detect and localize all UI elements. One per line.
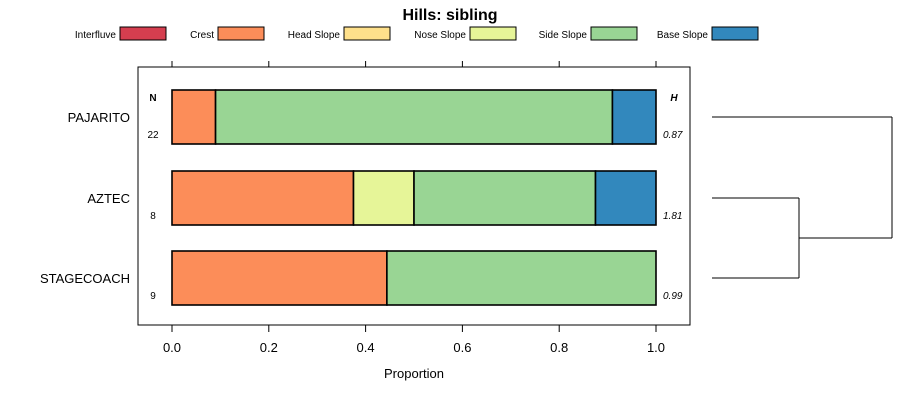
plot-frame bbox=[137, 66, 691, 326]
n-column-header: N bbox=[149, 93, 156, 104]
n-value-pajarito: 22 bbox=[147, 130, 159, 141]
bar-segment-stagecoach-side-slope bbox=[386, 250, 657, 306]
bar-segment-stagecoach-crest bbox=[171, 250, 388, 306]
legend: Interfluve Crest Head Slope Nose Slope Side … bbox=[75, 26, 759, 41]
legend-swatch-head-slope bbox=[343, 26, 391, 41]
x-axis: 0.0 0.2 0.4 0.6 0.8 1.0 bbox=[163, 325, 665, 355]
bar-segment-aztec-crest bbox=[171, 170, 355, 226]
bar-segment-pajarito-crest bbox=[171, 89, 217, 145]
x-axis-label: Proportion bbox=[384, 366, 444, 381]
bar-segment-aztec-base-slope bbox=[594, 170, 657, 226]
bar-segment-aztec-nose-slope bbox=[352, 170, 415, 226]
chart-title: Hills: sibling bbox=[402, 7, 497, 24]
h-value-pajarito: 0.87 bbox=[663, 130, 683, 141]
h-value-aztec: 1.81 bbox=[663, 211, 682, 222]
dendrogram bbox=[712, 116, 893, 279]
bar-segment-aztec-side-slope bbox=[413, 170, 597, 226]
legend-label-nose-slope: Nose Slope bbox=[414, 30, 466, 41]
legend-label-interfluve: Interfluve bbox=[75, 30, 117, 41]
n-value-stagecoach: 9 bbox=[150, 291, 156, 302]
bars bbox=[171, 89, 657, 306]
bar-segment-pajarito-side-slope bbox=[214, 89, 614, 145]
category-label-stagecoach: STAGECOACH bbox=[40, 271, 130, 286]
x-tick-label: 0.2 bbox=[260, 340, 278, 355]
legend-swatch-base-slope bbox=[711, 26, 759, 41]
h-value-stagecoach: 0.99 bbox=[663, 291, 683, 302]
bar-segment-pajarito-base-slope bbox=[611, 89, 657, 145]
legend-swatch-nose-slope bbox=[469, 26, 517, 41]
h-values: 0.87 1.81 0.99 bbox=[663, 130, 683, 302]
legend-swatch-interfluve bbox=[119, 26, 167, 41]
legend-label-head-slope: Head Slope bbox=[288, 30, 341, 41]
category-label-aztec: AZTEC bbox=[87, 191, 130, 206]
n-value-aztec: 8 bbox=[150, 211, 156, 222]
x-tick-label: 0.4 bbox=[357, 340, 375, 355]
h-column-header: H bbox=[670, 93, 678, 104]
legend-label-crest: Crest bbox=[190, 30, 214, 41]
legend-swatch-crest bbox=[217, 26, 265, 41]
category-label-pajarito: PAJARITO bbox=[68, 110, 130, 125]
x-tick-label: 0.6 bbox=[453, 340, 471, 355]
legend-label-base-slope: Base Slope bbox=[657, 30, 709, 41]
x-tick-label: 0.8 bbox=[550, 340, 568, 355]
category-labels: PAJARITO AZTEC STAGECOACH bbox=[40, 110, 130, 286]
x-tick-label: 0.0 bbox=[163, 340, 181, 355]
n-values: 22 8 9 bbox=[147, 130, 159, 302]
legend-swatch-side-slope bbox=[590, 26, 638, 41]
legend-label-side-slope: Side Slope bbox=[539, 30, 588, 41]
top-axis-ticks bbox=[171, 61, 657, 67]
x-tick-label: 1.0 bbox=[647, 340, 665, 355]
